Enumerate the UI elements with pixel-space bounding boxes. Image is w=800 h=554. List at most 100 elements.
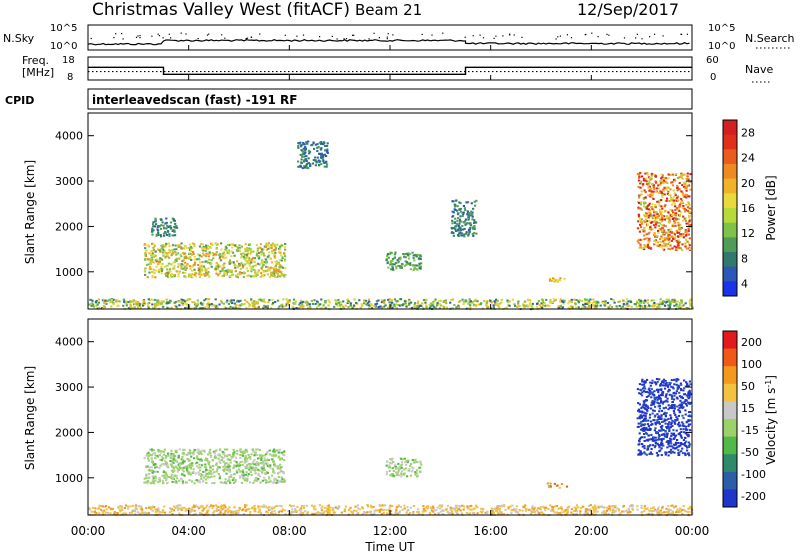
heatmap-cell (215, 244, 218, 247)
heatmap-cell (655, 181, 658, 184)
heatmap-cell (684, 302, 687, 305)
heatmap-cell (269, 257, 272, 260)
heatmap-cell (428, 303, 431, 306)
heatmap-cell (566, 508, 569, 511)
heatmap-cell (168, 307, 171, 310)
heatmap-cell (158, 303, 161, 306)
heatmap-cell (207, 261, 210, 264)
heatmap-cell (219, 270, 222, 273)
heatmap-cell (265, 248, 269, 251)
heatmap-cell (570, 305, 573, 308)
heatmap-cell (148, 476, 151, 479)
heatmap-cell (584, 301, 587, 304)
heatmap-cell (167, 242, 171, 245)
heatmap-cell (151, 242, 154, 245)
heatmap-cell (238, 506, 241, 509)
heatmap-cell (621, 305, 624, 308)
heatmap-cell (171, 273, 174, 275)
heatmap-cell (316, 300, 319, 303)
heatmap-cell (349, 304, 352, 307)
heatmap-cell (472, 227, 475, 230)
nsky-dot (336, 38, 338, 40)
heatmap-cell (264, 472, 267, 475)
heatmap-cell (308, 152, 311, 155)
heatmap-cell (160, 235, 163, 238)
heatmap-cell (166, 463, 169, 466)
heatmap-cell (144, 258, 147, 261)
heatmap-cell (637, 220, 640, 223)
heatmap-cell (250, 268, 253, 271)
heatmap-cell (156, 304, 159, 307)
heatmap-cell (244, 243, 247, 246)
heatmap-cell (542, 512, 545, 515)
heatmap-cell (641, 380, 644, 383)
heatmap-cell (125, 300, 128, 303)
heatmap-cell (230, 475, 233, 478)
heatmap-cell (177, 468, 180, 471)
heatmap-cell (679, 382, 682, 385)
heatmap-cell (671, 512, 674, 515)
heatmap-cell (176, 477, 179, 480)
heatmap-cell (642, 300, 645, 303)
heatmap-cell (468, 231, 471, 234)
heatmap-cell (537, 299, 540, 302)
heatmap-cell (407, 262, 410, 265)
heatmap-cell (675, 429, 678, 432)
heatmap-cell (241, 303, 244, 306)
heatmap-cell (225, 247, 228, 249)
heatmap-cell (686, 240, 689, 243)
heatmap-cell (116, 299, 119, 302)
heatmap-cell (112, 303, 115, 306)
heatmap-cell (449, 301, 452, 304)
heatmap-cell (664, 304, 667, 307)
heatmap-cell (233, 510, 237, 513)
heatmap-cell (258, 457, 261, 460)
heatmap-cell (206, 273, 209, 276)
heatmap-cell (552, 509, 555, 512)
heatmap-cell (152, 246, 155, 249)
heatmap-cell (638, 202, 641, 204)
heatmap-cell (222, 256, 225, 259)
heatmap-cell (467, 216, 470, 219)
heatmap-cell (368, 307, 371, 310)
heatmap-cell (664, 237, 667, 240)
heatmap-cell (677, 235, 680, 238)
heatmap-cell (687, 201, 690, 204)
heatmap-cell (548, 304, 551, 307)
heatmap-cell (654, 226, 657, 229)
heatmap-cell (254, 269, 257, 272)
heatmap-cell (638, 238, 641, 241)
heatmap-cell (185, 306, 188, 309)
nsky-dot (259, 33, 261, 35)
heatmap-cell (461, 298, 464, 301)
heatmap-cell (539, 306, 542, 308)
heatmap-cell (272, 448, 276, 451)
heatmap-cell (648, 185, 651, 188)
heatmap-cell (238, 463, 241, 466)
heatmap-cell (641, 218, 644, 221)
heatmap-cell (172, 471, 175, 473)
heatmap-cell (103, 509, 106, 512)
heatmap-cell (648, 221, 652, 224)
heatmap-cell (307, 307, 310, 310)
heatmap-cell (687, 392, 690, 395)
heatmap-cell (207, 244, 210, 247)
heatmap-cell (671, 450, 674, 453)
heatmap-cell (197, 253, 200, 256)
heatmap-cell (146, 482, 149, 485)
heatmap-cell (264, 301, 267, 304)
heatmap-cell (209, 253, 212, 256)
heatmap-cell (298, 509, 301, 512)
heatmap-cell (169, 225, 172, 227)
heatmap-cell (307, 140, 310, 143)
heatmap-cell (298, 165, 301, 168)
heatmap-cell (326, 163, 329, 166)
heatmap-cell (675, 212, 678, 215)
heatmap-cell (638, 437, 641, 440)
heatmap-cell (417, 300, 420, 303)
heatmap-cell (652, 228, 655, 231)
heatmap-cell (316, 143, 319, 146)
heatmap-cell (216, 306, 219, 309)
heatmap-cell (409, 474, 413, 477)
heatmap-cell (170, 455, 173, 458)
